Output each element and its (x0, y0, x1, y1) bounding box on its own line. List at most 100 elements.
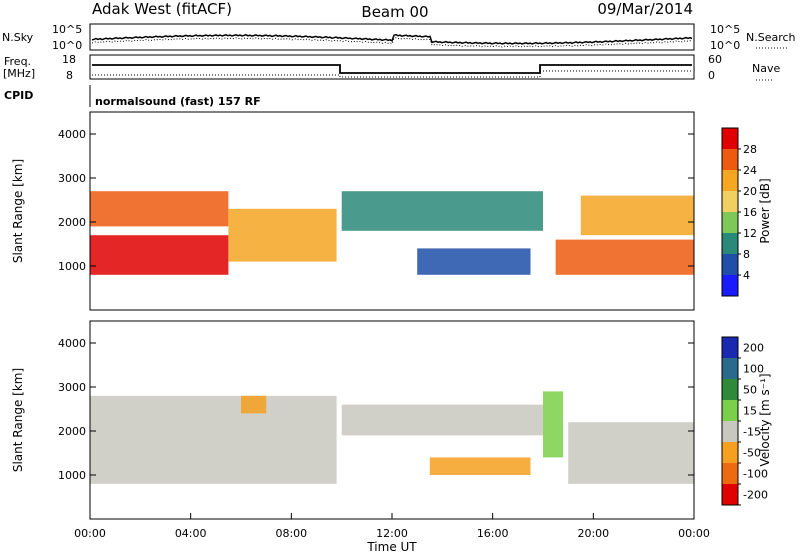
y-tick-label: 1000 (58, 469, 86, 482)
colorbar-segment (722, 337, 738, 358)
power-colorbar-label: Power [dB] (758, 178, 772, 243)
power-plot-frame (89, 111, 695, 311)
y-tick-label: 2000 (58, 425, 86, 438)
time-axis-label: Time UT (366, 540, 417, 554)
noise-search-trace (91, 37, 693, 48)
colorbar-segment (722, 149, 738, 170)
power-y-axis: 1000 2000 3000 4000 (58, 128, 694, 273)
velocity-colorbar: 200 100 50 15 -15 -50 -100 -200 (721, 336, 768, 506)
freq-label-1: Freq. (4, 55, 31, 68)
velocity-panel: 1000 2000 3000 4000 00:00 04:00 08:00 12:00 16:… (11, 320, 772, 554)
velocity-x-axis: 00:00 04:00 08:00 12:00 16:00 20:00 00:00 (74, 513, 710, 540)
colorbar-tick-label: 50 (743, 384, 757, 397)
colorbar-segment (722, 275, 738, 296)
colorbar-segment (722, 463, 738, 484)
heatmap-region (341, 191, 543, 231)
noise-sky-trace (91, 33, 693, 45)
nave-label: Nave (752, 62, 780, 75)
noise-right-tick-bottom: 10^0 (710, 39, 740, 52)
x-tick-label: 12:00 (376, 527, 408, 540)
colorbar-tick-label: 200 (743, 342, 764, 355)
colorbar-tick-label: -200 (743, 489, 768, 502)
nave-trace (92, 70, 692, 78)
noise-left-tick-bottom: 10^0 (52, 39, 82, 52)
colorbar-tick-label: -15 (743, 426, 761, 439)
colorbar-segment (722, 379, 738, 400)
x-tick-label: 00:00 (74, 527, 106, 540)
colorbar-segment (722, 400, 738, 421)
y-tick-label: 3000 (58, 172, 86, 185)
cpid-text: normalsound (fast) 157 RF (95, 95, 261, 108)
y-tick-label: 4000 (58, 337, 86, 350)
y-tick-label: 3000 (58, 381, 86, 394)
heatmap-region (90, 191, 229, 227)
colorbar-segment (722, 358, 738, 379)
noise-right-tick-top: 10^5 (710, 23, 740, 36)
y-tick-label: 4000 (58, 128, 86, 141)
freq-label-2: [MHz] (3, 67, 35, 80)
colorbar-tick-label: 24 (743, 164, 757, 177)
colorbar-segment (722, 442, 738, 463)
heatmap-region (417, 248, 531, 275)
heatmap-region (90, 235, 229, 275)
noise-sky-label: N.Sky (2, 31, 34, 44)
x-tick-label: 04:00 (175, 527, 207, 540)
heatmap-region (228, 208, 337, 262)
cpid-panel: CPID normalsound (fast) 157 RF (4, 85, 261, 108)
colorbar-segment (722, 212, 738, 233)
nave-tick-top: 60 (708, 53, 722, 66)
y-tick-label: 2000 (58, 216, 86, 229)
colorbar-segment (722, 484, 738, 505)
colorbar-tick-label: -50 (743, 447, 761, 460)
beam-title: Beam 00 (361, 3, 428, 21)
heatmap-region (241, 395, 267, 414)
freq-trace (92, 64, 692, 74)
date-title: 09/Mar/2014 (597, 0, 693, 18)
colorbar-segment (722, 233, 738, 254)
freq-tick-top: 18 (62, 53, 76, 66)
noise-left-tick-top: 10^5 (52, 23, 82, 36)
colorbar-tick-label: 12 (743, 227, 757, 240)
heatmap-region (568, 422, 694, 484)
x-tick-label: 16:00 (477, 527, 509, 540)
colorbar-tick-label: 15 (743, 405, 757, 418)
nave-tick-bottom: 0 (708, 69, 715, 82)
freq-tick-bottom: 8 (66, 69, 73, 82)
colorbar-tick-label: 16 (743, 206, 757, 219)
x-tick-label: 08:00 (275, 527, 307, 540)
colorbar-segment (722, 421, 738, 442)
colorbar-tick-label: 8 (743, 248, 750, 261)
colorbar-tick-label: 100 (743, 363, 764, 376)
power-ylabel: Slant Range [km] (11, 159, 25, 263)
colorbar-tick-label: 20 (743, 185, 757, 198)
colorbar-segment (722, 128, 738, 149)
noise-search-label: N.Search (746, 31, 796, 44)
heatmap-region (90, 395, 337, 484)
x-tick-label: 00:00 (678, 527, 710, 540)
colorbar-segment (722, 170, 738, 191)
x-tick-label: 20:00 (577, 527, 609, 540)
heatmap-region (580, 195, 695, 236)
colorbar-segment (722, 191, 738, 212)
velocity-y-axis: 1000 2000 3000 4000 (58, 337, 694, 482)
colorbar-segment (722, 254, 738, 275)
heatmap-region (543, 391, 564, 458)
heatmap-region (555, 239, 694, 275)
power-heatmap-data (90, 191, 695, 275)
colorbar-tick-label: 28 (743, 143, 757, 156)
y-tick-label: 1000 (58, 260, 86, 273)
velocity-ylabel: Slant Range [km] (11, 368, 25, 472)
power-colorbar: 4 8 12 16 20 24 28 (721, 127, 757, 297)
velocity-colorbar-label: Velocity [m s⁻¹] (758, 373, 772, 466)
station-title: Adak West (fitACF) (92, 0, 232, 18)
velocity-heatmap-data (90, 391, 694, 484)
heatmap-region (429, 457, 531, 475)
cpid-label: CPID (4, 89, 33, 102)
colorbar-tick-label: 4 (743, 269, 750, 282)
heatmap-region (341, 404, 543, 436)
noise-panel: N.Sky 10^5 10^0 10^5 10^0 N.Search (2, 23, 796, 52)
freq-panel: Freq. [MHz] 18 8 60 0 Nave (3, 53, 780, 82)
power-panel: 1000 2000 3000 4000 Slant Range [km] 4 8 12 16… (11, 111, 772, 311)
colorbar-tick-label: -100 (743, 468, 768, 481)
